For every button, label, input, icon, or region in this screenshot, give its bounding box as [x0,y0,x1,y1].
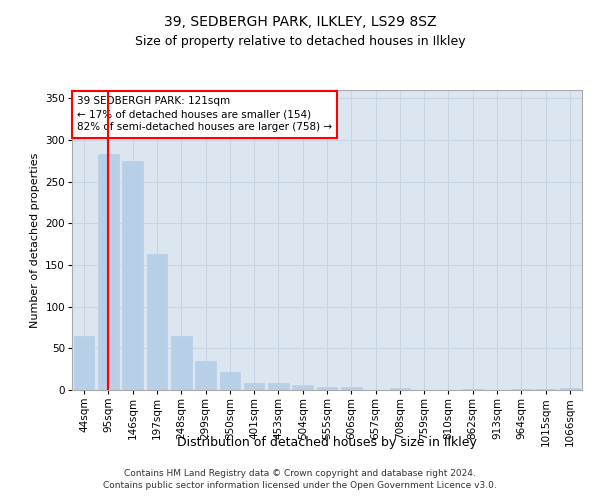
Bar [74,336,94,390]
Bar [317,386,337,390]
Text: Contains public sector information licensed under the Open Government Licence v3: Contains public sector information licen… [103,481,497,490]
Bar [268,382,289,390]
Bar [146,254,167,390]
Bar [195,361,216,390]
Text: Distribution of detached houses by size in Ilkley: Distribution of detached houses by size … [177,436,477,449]
Text: 39, SEDBERGH PARK, ILKLEY, LS29 8SZ: 39, SEDBERGH PARK, ILKLEY, LS29 8SZ [164,15,436,29]
Bar [98,154,119,390]
Bar [220,372,240,390]
Bar [463,389,483,390]
Bar [560,388,580,390]
Bar [511,389,532,390]
Bar [389,388,410,390]
Text: Size of property relative to detached houses in Ilkley: Size of property relative to detached ho… [134,35,466,48]
Bar [122,161,143,390]
Y-axis label: Number of detached properties: Number of detached properties [30,152,40,328]
Text: 39 SEDBERGH PARK: 121sqm
← 17% of detached houses are smaller (154)
82% of semi-: 39 SEDBERGH PARK: 121sqm ← 17% of detach… [77,96,332,132]
Bar [292,385,313,390]
Bar [535,389,556,390]
Text: Contains HM Land Registry data © Crown copyright and database right 2024.: Contains HM Land Registry data © Crown c… [124,468,476,477]
Bar [171,336,191,390]
Bar [244,384,265,390]
Bar [341,386,362,390]
